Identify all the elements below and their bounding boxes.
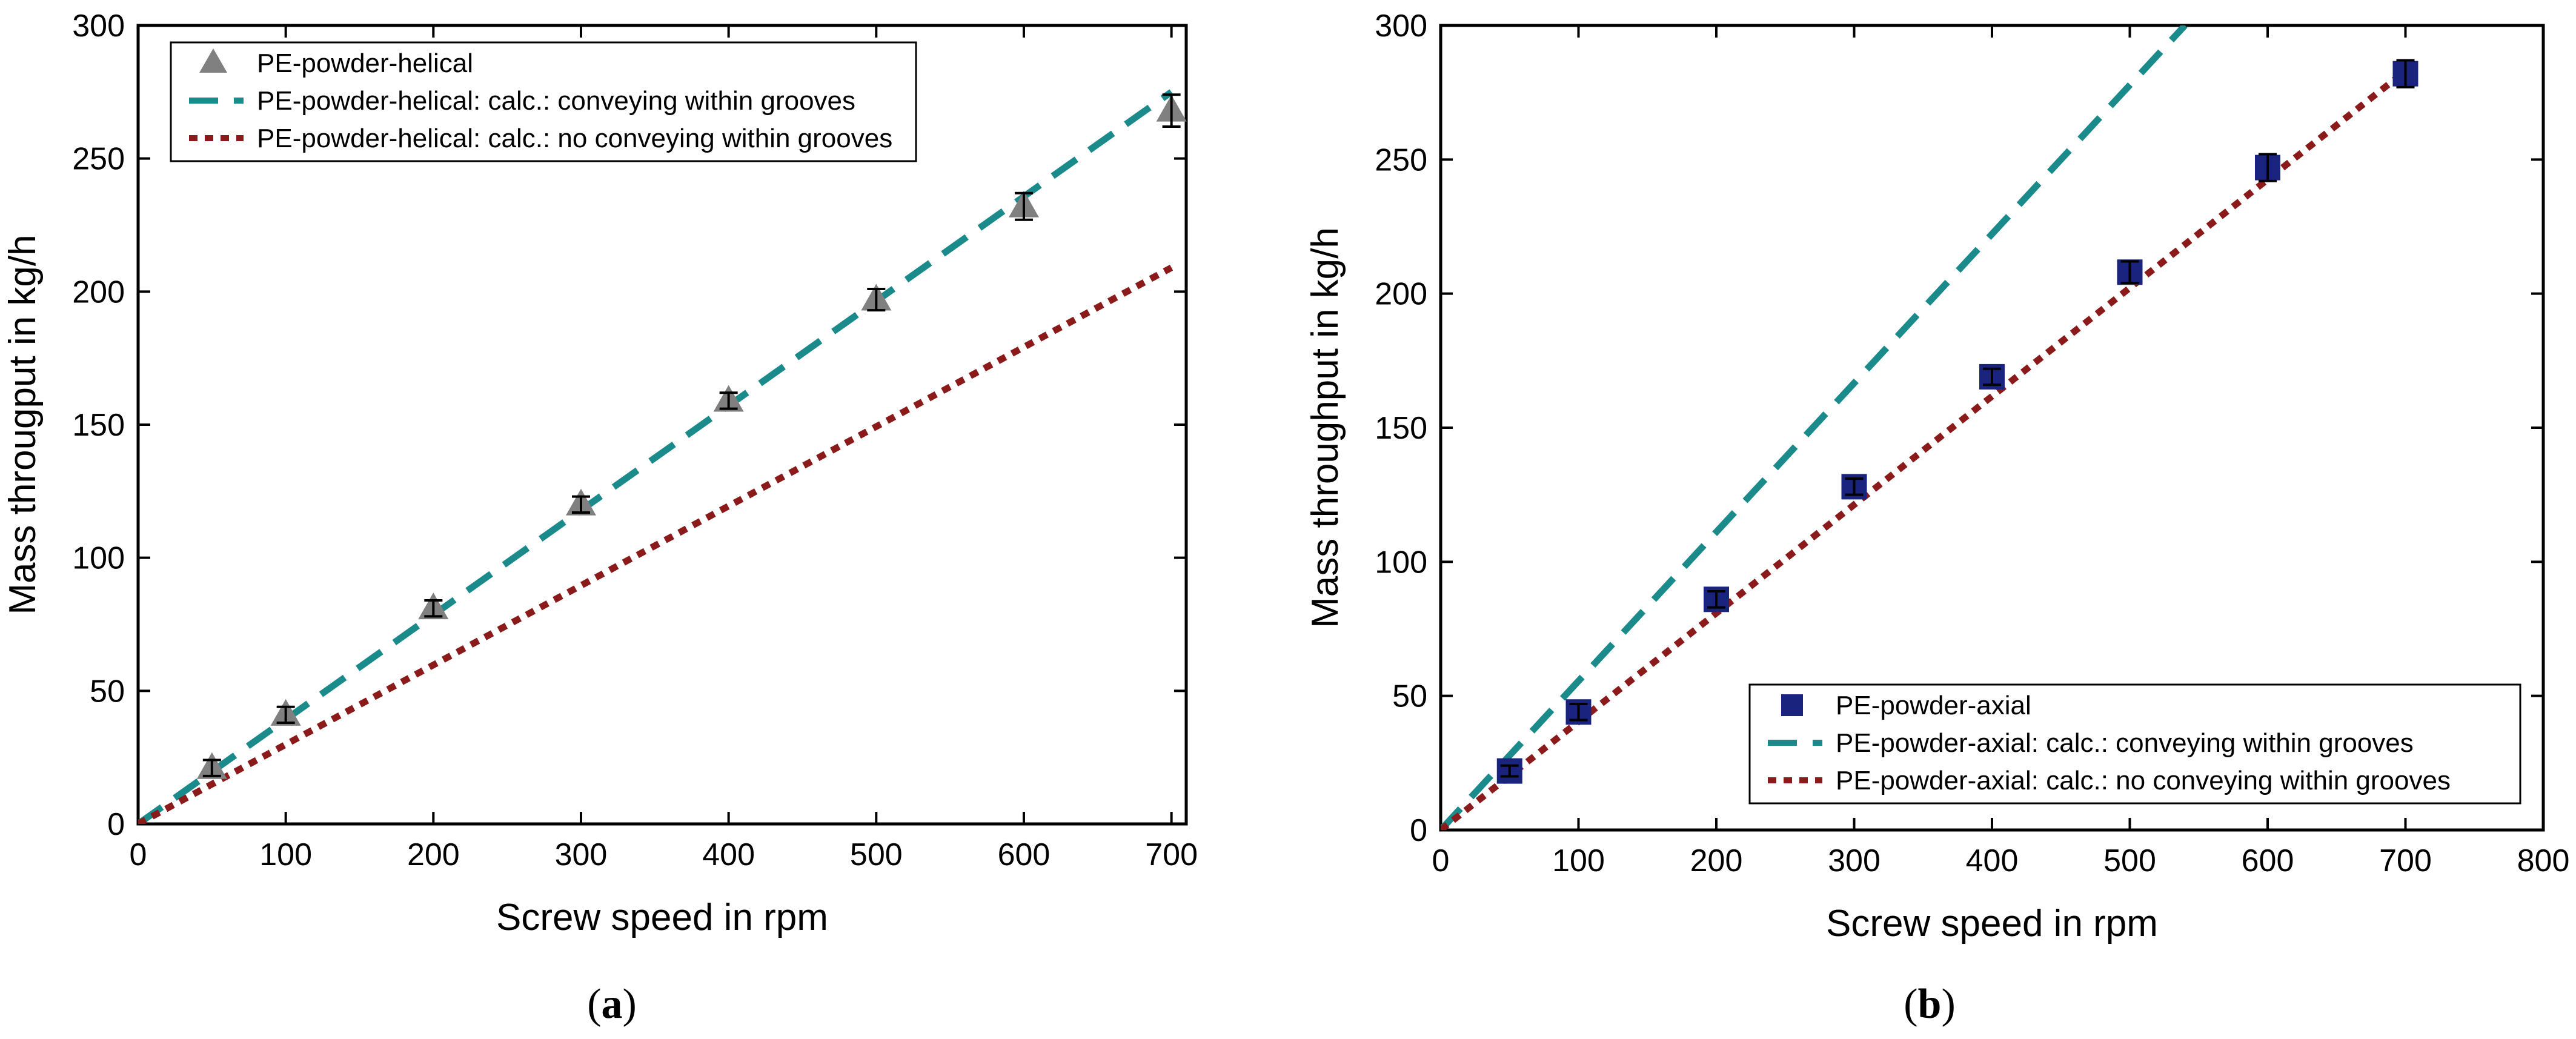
chart-b-x-tick-label: 100 bbox=[1552, 843, 1605, 878]
chart-b-x-axis-label: Screw speed in rpm bbox=[1826, 903, 2158, 944]
chart-a-x-tick-label: 200 bbox=[407, 837, 460, 872]
chart-b-legend-label: PE-powder-axial: calc.: no conveying wit… bbox=[1836, 766, 2451, 795]
chart-b-y-tick-label: 200 bbox=[1375, 277, 1427, 312]
chart-b-line-dashed bbox=[1441, 25, 2188, 830]
chart-b-y-axis-label: Mass throughput in kg/h bbox=[1304, 227, 1346, 628]
chart-a-line-dotted bbox=[138, 264, 1173, 824]
chart-b-x-tick-label: 500 bbox=[2103, 843, 2156, 878]
panel-label-b-letter: b bbox=[1918, 981, 1942, 1027]
chart-a: 0 100 200 300 400 500 600 700 0 50 100 150 200 250 300… bbox=[2, 8, 1198, 938]
chart-a-x-tick-label: 0 bbox=[130, 837, 147, 872]
panel-label-a: (a) bbox=[587, 981, 637, 1027]
chart-b-x-tick-label: 800 bbox=[2517, 843, 2570, 878]
chart-b-x-tick-label: 0 bbox=[1432, 843, 1450, 878]
chart-a-legend-box bbox=[170, 41, 917, 162]
chart-b-y-tick-label: 100 bbox=[1375, 545, 1427, 580]
chart-b-legend-box bbox=[1748, 683, 2521, 805]
chart-b: 0 100 200 300 400 500 600 700 800 0 50 100 150 200 250… bbox=[1304, 8, 2569, 944]
chart-a-x-tick-label: 300 bbox=[555, 837, 608, 872]
chart-a-y-tick-label: 300 bbox=[72, 8, 125, 44]
chart-b-y-tick-label: 250 bbox=[1375, 142, 1427, 178]
chart-a-y-axis-label: Mass througput in kg/h bbox=[2, 234, 44, 614]
chart-a-legend-label: PE-powder-helical: calc.: conveying with… bbox=[257, 86, 855, 116]
chart-b-x-tick-label: 700 bbox=[2379, 843, 2432, 878]
chart-b-y-tick-label: 300 bbox=[1375, 8, 1427, 44]
chart-b-legend-label: PE-powder-axial bbox=[1836, 691, 2031, 720]
chart-a-x-tick-label: 100 bbox=[259, 837, 312, 872]
chart-a-x-tick-label: 400 bbox=[702, 837, 755, 872]
chart-a-y-tick-label: 200 bbox=[72, 274, 125, 310]
chart-a-y-tick-label: 250 bbox=[72, 142, 125, 177]
chart-a-y-tick-label: 100 bbox=[72, 541, 125, 576]
chart-b-y-tick-label: 50 bbox=[1392, 679, 1427, 714]
chart-a-legend-label: PE-powder-helical: calc.: no conveying w… bbox=[257, 124, 892, 153]
chart-b-y-tick-label: 0 bbox=[1410, 813, 1427, 848]
chart-a-y-tick-label: 150 bbox=[72, 408, 125, 443]
chart-a-y-tick-label: 50 bbox=[90, 674, 125, 709]
chart-b-legend-label: PE-powder-axial: calc.: conveying within… bbox=[1836, 728, 2414, 758]
panel-label-b: (b) bbox=[1904, 981, 1956, 1027]
chart-a-x-tick-label: 700 bbox=[1145, 837, 1198, 872]
chart-a-legend-label: PE-powder-helical bbox=[257, 48, 473, 78]
chart-a-line-dashed bbox=[138, 89, 1173, 824]
chart-b-x-tick-label: 600 bbox=[2242, 843, 2294, 878]
chart-a-x-tick-label: 500 bbox=[850, 837, 903, 872]
chart-b-x-tick-label: 200 bbox=[1690, 843, 1743, 878]
chart-b-y-tick-label: 150 bbox=[1375, 411, 1427, 446]
chart-a-x-axis-label: Screw speed in rpm bbox=[496, 897, 828, 938]
chart-a-y-tick-label: 0 bbox=[107, 807, 125, 842]
chart-a-legend-marker bbox=[199, 48, 227, 73]
chart-a-x-tick-label: 600 bbox=[998, 837, 1051, 872]
chart-b-x-tick-label: 300 bbox=[1828, 843, 1881, 878]
panel-label-a-letter: a bbox=[602, 981, 623, 1027]
chart-b-legend-marker bbox=[1781, 694, 1803, 716]
chart-b-x-tick-label: 400 bbox=[1966, 843, 2019, 878]
